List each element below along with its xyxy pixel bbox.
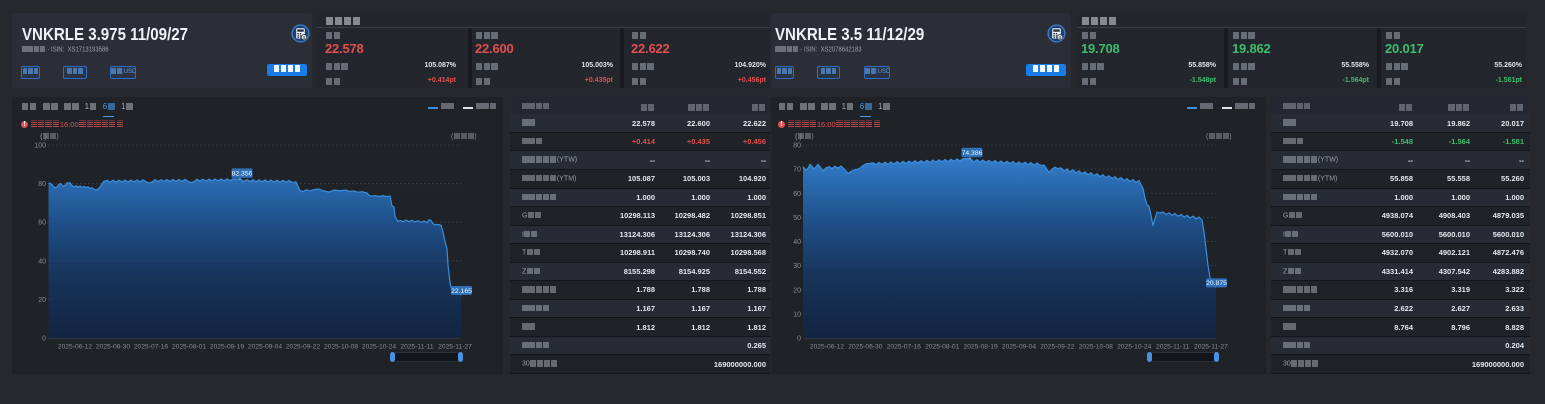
svg-text:60: 60 (38, 220, 46, 227)
svg-text:82.356: 82.356 (232, 171, 253, 178)
svg-text:2025-06-30: 2025-06-30 (96, 344, 130, 351)
svg-text:2025-06-12: 2025-06-12 (58, 344, 92, 351)
svg-text:40: 40 (38, 258, 46, 265)
svg-text:2025-09-04: 2025-09-04 (1002, 344, 1036, 351)
svg-text:2025-10-24: 2025-10-24 (362, 344, 396, 351)
svg-text:22.165: 22.165 (451, 288, 472, 295)
svg-text:80: 80 (38, 181, 46, 188)
svg-text:30: 30 (793, 263, 801, 270)
svg-text:74.386: 74.386 (962, 150, 983, 157)
svg-text:2025-10-08: 2025-10-08 (324, 344, 358, 351)
svg-text:( ): ( ) (795, 132, 802, 141)
svg-text:2025-08-19: 2025-08-19 (210, 344, 244, 351)
svg-text:0: 0 (797, 336, 801, 343)
svg-text:60: 60 (793, 191, 801, 198)
svg-text:2025-06-12: 2025-06-12 (810, 344, 844, 351)
svg-text:10: 10 (793, 311, 801, 318)
svg-text:20.875: 20.875 (1206, 280, 1227, 287)
svg-text:40: 40 (793, 239, 801, 246)
svg-text:2025-09-22: 2025-09-22 (1040, 344, 1074, 351)
svg-text:80: 80 (793, 143, 801, 150)
svg-text:2025-10-08: 2025-10-08 (1079, 344, 1113, 351)
svg-text:20: 20 (793, 287, 801, 294)
svg-text:$: $ (303, 35, 306, 40)
svg-text:70: 70 (793, 167, 801, 174)
svg-text:2025-10-24: 2025-10-24 (1117, 344, 1151, 351)
svg-text:2025-11-27: 2025-11-27 (438, 344, 472, 351)
svg-text:2025-11-11: 2025-11-11 (1156, 344, 1189, 351)
svg-text:2025-07-16: 2025-07-16 (887, 344, 921, 351)
svg-text:2025-09-22: 2025-09-22 (286, 344, 320, 351)
svg-text:2025-08-19: 2025-08-19 (963, 344, 997, 351)
svg-text:$: $ (1059, 35, 1062, 40)
svg-text:2025-11-27: 2025-11-27 (1194, 344, 1228, 351)
svg-text:2025-09-04: 2025-09-04 (248, 344, 282, 351)
svg-text:( ): ( ) (40, 132, 47, 141)
svg-text:100: 100 (34, 143, 46, 150)
svg-text:2025-06-30: 2025-06-30 (848, 344, 882, 351)
svg-text:2025-08-01: 2025-08-01 (172, 344, 206, 351)
svg-text:50: 50 (793, 215, 801, 222)
svg-text:2025-11-11: 2025-11-11 (400, 344, 433, 351)
svg-text:2025-08-01: 2025-08-01 (925, 344, 959, 351)
svg-text:20: 20 (38, 297, 46, 304)
svg-text:2025-07-16: 2025-07-16 (134, 344, 168, 351)
svg-text:0: 0 (42, 336, 46, 343)
